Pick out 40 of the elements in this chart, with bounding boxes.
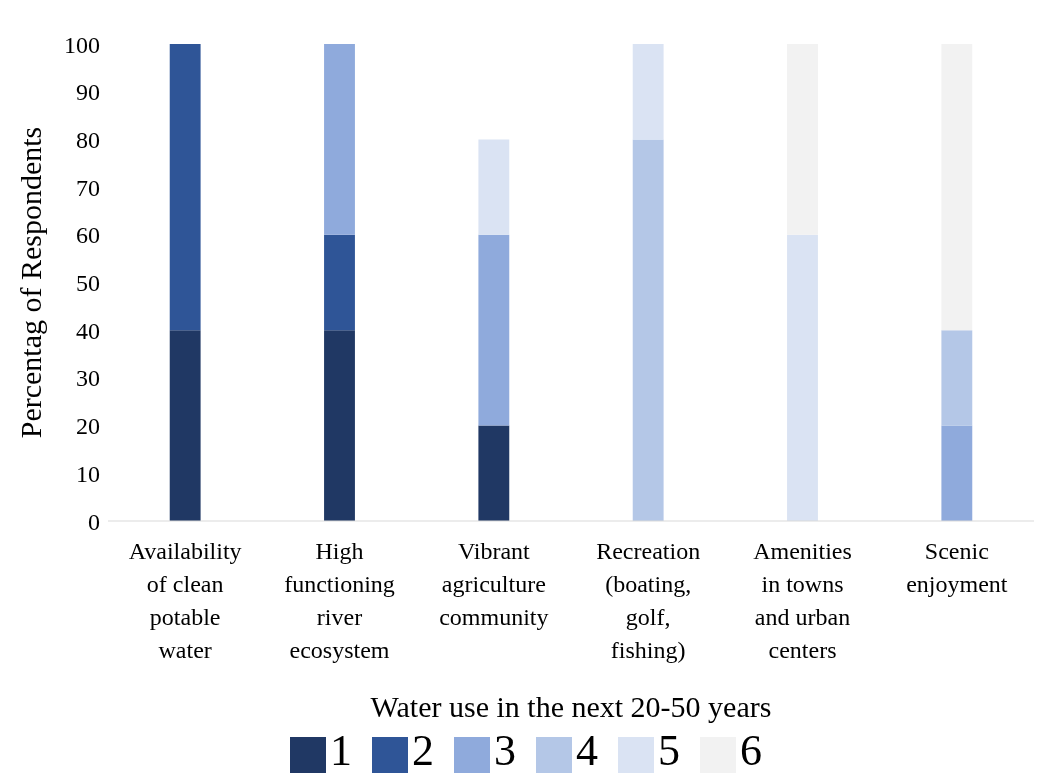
y-tick-label: 50: [76, 270, 100, 297]
x-tick-label: Recreation (boating, golf, fishing): [596, 538, 701, 663]
bar: [632, 44, 664, 140]
x-tick-label: Availability of clean potable water: [128, 538, 242, 663]
bar: [324, 44, 355, 235]
legend-label: 3: [494, 726, 516, 775]
x-tick-label: Vibrant agriculture community: [439, 538, 549, 630]
x-tick-label: Scenic enjoyment: [906, 538, 1008, 597]
y-tick-label: 90: [76, 79, 100, 106]
y-tick-label: 70: [76, 174, 100, 201]
y-tick-label: 100: [64, 31, 100, 58]
legend-label: 5: [658, 726, 680, 775]
bar: [478, 234, 510, 426]
bar: [787, 44, 818, 235]
legend-label: 6: [740, 726, 762, 775]
bar: [478, 425, 510, 521]
bar: [941, 44, 973, 331]
bar: [632, 139, 664, 521]
legend-label: 1: [330, 726, 352, 775]
y-tick-label: 80: [76, 126, 100, 153]
y-tick-label: 0: [88, 508, 100, 535]
legend-label: 4: [576, 726, 598, 775]
y-tick-label: 60: [76, 222, 100, 249]
bar: [478, 139, 510, 235]
y-tick-label: 30: [76, 365, 100, 392]
bar: [169, 330, 201, 521]
bar: [324, 234, 355, 331]
y-tick-label: 20: [76, 413, 100, 440]
y-axis-title: Percentag of Respondents: [13, 126, 47, 439]
x-tick-label: Amenities in towns and urban centers: [753, 538, 852, 663]
x-tick-label: High functioning river ecosystem: [284, 538, 395, 663]
legend-label: 2: [412, 726, 434, 775]
bar: [787, 234, 818, 521]
y-tick-label: 10: [76, 460, 100, 487]
x-axis-title: Water use in the next 20-50 years: [370, 690, 772, 723]
bar: [169, 44, 201, 331]
bar: [941, 425, 973, 521]
bar: [324, 330, 355, 521]
bar: [941, 330, 973, 426]
y-tick-label: 40: [76, 317, 100, 344]
